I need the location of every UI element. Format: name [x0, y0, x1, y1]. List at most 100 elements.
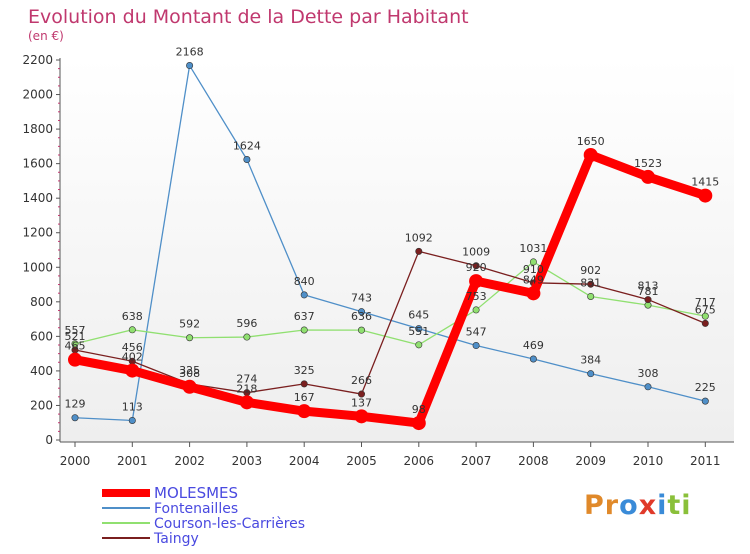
data-point — [587, 280, 595, 288]
plot-background — [60, 58, 734, 442]
data-point — [529, 258, 537, 266]
data-point — [243, 333, 251, 341]
data-labels-layer: 129 113 2168 1624 840 743 645 547 469 384 308 225 55… — [65, 46, 720, 417]
data-label: 743 — [351, 292, 372, 305]
x-tick-label: 2000 — [60, 454, 91, 468]
data-label: 1009 — [462, 246, 490, 259]
data-label: 753 — [466, 290, 487, 303]
data-label: 902 — [580, 264, 601, 277]
y-tick-label: 2200 — [22, 53, 53, 67]
logo-letter: t — [667, 490, 682, 521]
data-point — [587, 370, 595, 378]
data-point — [583, 148, 598, 162]
proxiti-logo: Proxiti — [584, 490, 692, 521]
data-label: 2168 — [176, 46, 204, 59]
data-point — [182, 379, 197, 394]
data-label: 781 — [638, 285, 659, 298]
logo-letter: x — [638, 490, 658, 521]
data-point — [357, 326, 365, 334]
legend-label: MOLESMES — [154, 484, 238, 502]
data-point — [644, 296, 652, 304]
data-label: 920 — [466, 261, 487, 274]
data-point — [415, 247, 423, 255]
data-label: 113 — [122, 400, 143, 413]
data-point — [701, 319, 709, 327]
data-point — [243, 155, 251, 163]
logo-letter: o — [619, 490, 639, 521]
series-line-molesmes — [70, 150, 710, 428]
data-point — [300, 326, 308, 334]
data-label: 137 — [351, 396, 372, 409]
data-point — [297, 404, 312, 419]
x-tick-label: 2008 — [518, 454, 549, 468]
data-label: 1523 — [634, 157, 662, 170]
x-tick-label: 2002 — [174, 454, 205, 468]
legend-label: Courson-les-Carrières — [154, 516, 305, 532]
axes: 0 200 400 600 800 1000 1200 1400 1600 1800 2000 220… — [22, 53, 734, 468]
data-label: 551 — [408, 325, 429, 338]
data-point — [300, 291, 308, 299]
data-label: 592 — [179, 318, 200, 331]
data-label: 218 — [236, 382, 257, 395]
x-tick-label: 2007 — [461, 454, 492, 468]
data-label: 465 — [65, 340, 86, 353]
data-point — [357, 390, 365, 398]
data-point — [186, 62, 194, 70]
chart-subtitle: (en €) — [28, 29, 64, 43]
y-tick-label: 0 — [45, 433, 53, 447]
data-point — [641, 169, 655, 184]
data-label: 325 — [294, 364, 315, 377]
data-label: 596 — [236, 317, 257, 330]
data-label: 1650 — [577, 135, 605, 148]
series-layer — [68, 62, 713, 431]
x-tick-label: 2001 — [117, 454, 148, 468]
y-tick-label: 1800 — [22, 122, 53, 136]
logo-letter: P — [584, 490, 605, 521]
data-label: 717 — [695, 296, 716, 309]
x-tick-label: 2006 — [404, 454, 435, 468]
data-label: 129 — [65, 398, 86, 411]
data-label: 98 — [412, 403, 426, 416]
x-tick-label: 2005 — [346, 454, 377, 468]
chart-title: Evolution du Montant de la Dette par Hab… — [28, 6, 469, 28]
y-tick-label: 1200 — [22, 226, 53, 240]
data-label: 849 — [523, 273, 544, 286]
data-label: 547 — [466, 326, 487, 339]
data-point — [68, 352, 82, 367]
data-label: 840 — [294, 275, 315, 288]
data-point — [357, 308, 365, 316]
logo-letter: r — [604, 490, 620, 521]
x-tick-label: 2010 — [633, 454, 664, 468]
data-point — [186, 334, 194, 342]
data-point — [354, 409, 369, 424]
data-point — [71, 414, 79, 422]
y-tick-label: 800 — [30, 295, 53, 309]
logo-letter: i — [681, 490, 692, 521]
data-point — [701, 397, 709, 405]
legend: MOLESMESFontenaillesCourson-les-Carrière… — [102, 484, 305, 547]
data-point — [128, 416, 136, 424]
data-point — [239, 395, 254, 410]
data-point — [587, 292, 595, 300]
data-point — [128, 326, 136, 334]
data-label: 384 — [580, 354, 601, 367]
y-tick-label: 1000 — [22, 260, 53, 274]
data-label: 557 — [65, 324, 86, 337]
data-point — [698, 188, 713, 203]
data-label: 636 — [351, 310, 372, 323]
data-point — [526, 286, 541, 301]
x-tick-label: 2004 — [289, 454, 320, 468]
data-label: 225 — [695, 381, 716, 394]
data-label: 469 — [523, 339, 544, 352]
data-point — [125, 363, 140, 378]
logo-letter: i — [657, 490, 668, 521]
data-point — [300, 380, 308, 388]
y-tick-label: 600 — [30, 329, 53, 343]
y-tick-label: 200 — [30, 398, 53, 412]
y-tick-label: 1400 — [22, 191, 53, 205]
data-label: 274 — [236, 373, 257, 386]
data-label: 831 — [580, 276, 601, 289]
data-label: 638 — [122, 310, 143, 323]
data-label: 325 — [179, 364, 200, 377]
data-label: 675 — [695, 303, 716, 316]
